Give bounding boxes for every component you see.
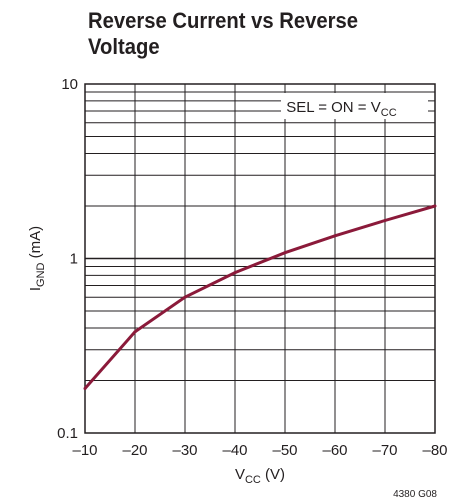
data-point [183,295,187,299]
data-point [383,219,387,223]
y-axis-label: IGND (mA) [27,226,47,291]
y-tick-label: 1 [70,251,78,268]
data-point [233,271,237,275]
x-tick-label: –80 [422,442,447,459]
figure-code: 4380 G08 [393,489,437,500]
x-tick-label: –70 [372,442,397,459]
series-line [83,204,436,390]
x-tick-label: –10 [72,442,97,459]
data-point [83,386,87,390]
y-tick-label: 0.1 [57,425,78,442]
series-points [83,204,437,390]
x-axis-label: VCC (V) [235,466,285,486]
annotation-box: SEL = ON = VCC [281,93,428,119]
chart-title: Reverse Current vs Reverse Voltage [88,8,359,59]
annotation-background [281,93,428,119]
data-point [133,330,137,334]
x-tick-label: –20 [122,442,147,459]
plot-frame [84,83,436,434]
x-tick-label: –50 [272,442,297,459]
x-tick-label: –60 [322,442,347,459]
x-tick-label: –30 [172,442,197,459]
x-tick-label: –40 [222,442,247,459]
annotation-text: SEL = ON = VCC [286,99,396,119]
x-tick-labels: –10 –20 –30 –40 –50 –60 –70 –80 [72,442,447,459]
y-tick-label: 10 [61,76,78,93]
data-point [333,234,337,238]
grid-lines [85,84,435,433]
y-tick-labels: 0.1 1 10 [57,76,78,442]
data-point [283,251,287,255]
data-point [433,204,437,208]
